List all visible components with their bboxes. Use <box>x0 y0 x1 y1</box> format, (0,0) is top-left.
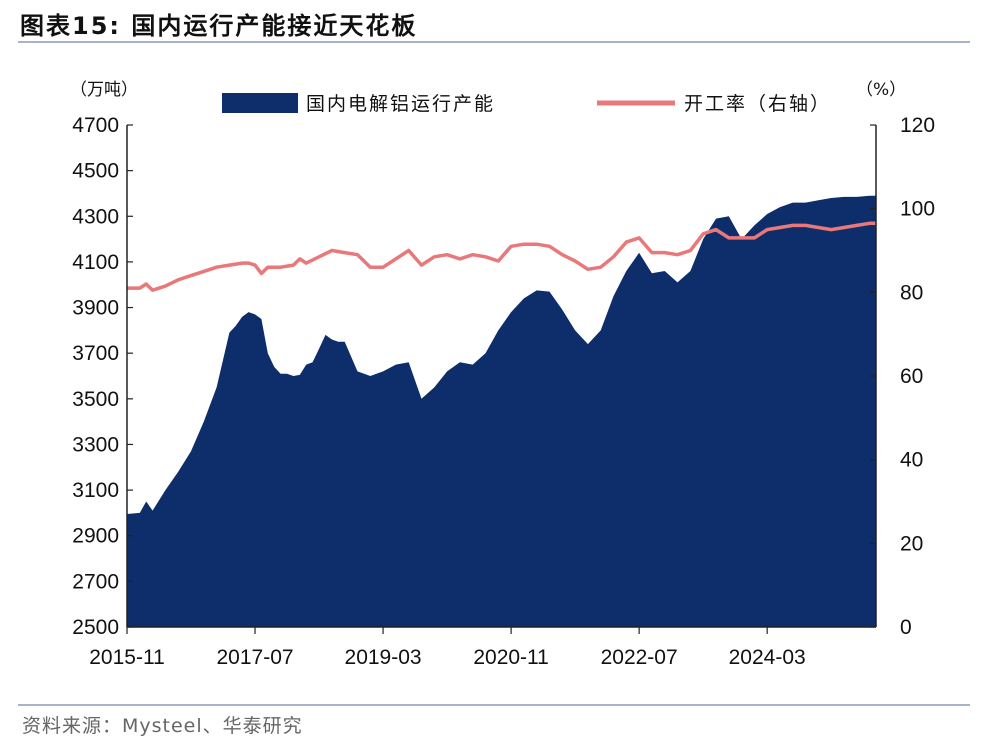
right-axis-unit: （%） <box>856 80 906 100</box>
right-tick-label: 40 <box>900 449 923 472</box>
left-axis-unit: （万吨） <box>70 80 138 100</box>
right-tick-label: 120 <box>900 114 935 137</box>
left-tick-label: 4300 <box>72 205 119 228</box>
x-tick-label: 2020-11 <box>473 646 549 669</box>
axes: 4700 4500 4300 4100 3900 3700 3500 3300 3100 2900… <box>72 114 935 669</box>
right-tick-label: 20 <box>900 532 923 555</box>
left-tick-label: 3900 <box>72 297 119 320</box>
legend-swatch-area <box>222 93 298 113</box>
x-tick-label: 2022-07 <box>601 646 678 669</box>
legend-label-line: 开工率（右轴） <box>684 93 831 115</box>
left-tick-label: 2500 <box>72 616 119 639</box>
left-tick-label: 2700 <box>72 570 119 593</box>
right-tick-label: 60 <box>900 365 923 388</box>
x-tick-label: 2024-03 <box>729 646 806 669</box>
series-line-utilization <box>127 221 876 292</box>
x-tick-label: 2019-03 <box>345 646 422 669</box>
left-tick-label: 4100 <box>72 251 119 274</box>
left-tick-label: 3700 <box>72 342 119 365</box>
left-tick-label: 3100 <box>72 479 119 502</box>
left-tick-label: 2900 <box>72 525 119 548</box>
plot-area <box>127 195 876 627</box>
x-tick-label: 2017-07 <box>216 646 293 669</box>
left-tick-label: 3300 <box>72 433 119 456</box>
left-tick-label: 3500 <box>72 388 119 411</box>
legend: 国内电解铝运行产能 开工率（右轴） <box>222 93 831 115</box>
source-note: 资料来源：Mysteel、华泰研究 <box>22 715 303 737</box>
right-tick-label: 80 <box>900 281 923 304</box>
x-tick-label: 2015-11 <box>89 646 165 669</box>
series-area-capacity <box>127 195 876 627</box>
left-tick-label: 4700 <box>72 114 119 137</box>
title-rule <box>18 41 970 43</box>
legend-label-area: 国内电解铝运行产能 <box>306 93 495 115</box>
footer-rule <box>18 704 970 706</box>
figure-title: 图表15: 国内运行产能接近天花板 <box>20 12 418 40</box>
right-tick-label: 100 <box>900 198 935 221</box>
right-tick-label: 0 <box>900 616 912 639</box>
left-tick-label: 4500 <box>72 160 119 183</box>
